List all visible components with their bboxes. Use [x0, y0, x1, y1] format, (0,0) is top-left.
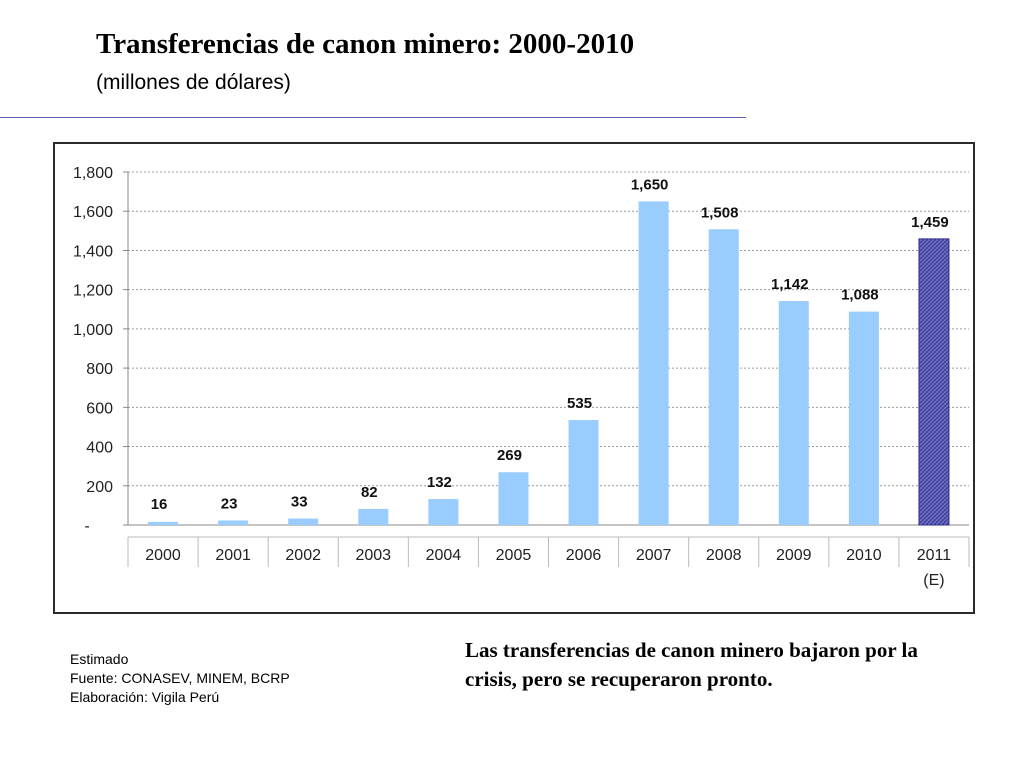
data-label-2007: 1,650 — [631, 176, 669, 193]
x-tick-sublabel-2011: (E) — [923, 572, 944, 589]
x-tick-label-2007: 2007 — [636, 547, 672, 564]
chart-title: Transferencias de canon minero: 2000-201… — [96, 28, 635, 60]
title-divider — [0, 117, 746, 118]
bar-2007 — [638, 201, 669, 525]
bar-2004 — [428, 499, 459, 525]
bar-2001 — [218, 520, 249, 525]
grid-lines — [128, 171, 969, 487]
x-tick-label-2005: 2005 — [496, 547, 532, 564]
x-tick-label-2002: 2002 — [285, 547, 321, 564]
y-tick-label: 400 — [86, 440, 113, 457]
bar-2000 — [148, 521, 179, 525]
axes: - 200 400 600 800 1,000 1,200 1,400 1,600 1,800 20… — [73, 165, 970, 589]
x-tick-label-2011: 2011 — [917, 547, 952, 564]
bar-2005 — [498, 472, 529, 525]
source-notes: Estimado Fuente: CONASEV, MINEM, BCRP El… — [70, 650, 290, 707]
chart-frame: - 200 400 600 800 1,000 1,200 1,400 1,600 1,800 20… — [53, 142, 975, 614]
x-tick-label-2006: 2006 — [566, 547, 602, 564]
note-source: Fuente: CONASEV, MINEM, BCRP — [70, 670, 290, 686]
data-label-2004: 132 — [427, 474, 452, 491]
bar-2010 — [848, 311, 879, 525]
y-tick-label: 1,400 — [73, 243, 113, 260]
x-tick-label-2003: 2003 — [355, 547, 391, 564]
y-tick-label: 1,800 — [73, 165, 113, 182]
x-tick-label-2009: 2009 — [776, 547, 812, 564]
data-label-2003: 82 — [361, 484, 378, 501]
note-estimated: Estimado — [70, 651, 129, 667]
x-tick-label-2004: 2004 — [426, 547, 462, 564]
y-tick-label: 1,000 — [73, 322, 113, 339]
data-label-2010: 1,088 — [841, 287, 879, 304]
data-label-2000: 16 — [151, 496, 168, 513]
note-author: Elaboración: Vigila Perú — [70, 689, 220, 705]
commentary-text: Las transferencias de canon minero bajar… — [465, 638, 918, 691]
x-tick-label-2008: 2008 — [706, 547, 742, 564]
chart-subtitle: (millones de dólares) — [96, 71, 291, 94]
y-tick-label: 1,600 — [73, 204, 113, 221]
x-tick-label-2001: 2001 — [215, 547, 251, 564]
bar-2006 — [568, 420, 599, 525]
bar-2011 — [918, 238, 950, 526]
data-label-2009: 1,142 — [771, 276, 809, 293]
data-label-2011: 1,459 — [911, 214, 949, 231]
y-tick-label: - — [84, 518, 89, 535]
bars — [148, 201, 950, 526]
bar-2003 — [358, 508, 389, 525]
bar-2002 — [288, 518, 319, 525]
bar-chart: - 200 400 600 800 1,000 1,200 1,400 1,600 1,800 20… — [73, 165, 970, 589]
y-tick-label: 800 — [86, 361, 113, 378]
data-label-2008: 1,508 — [701, 204, 739, 221]
data-label-2001: 23 — [221, 495, 238, 512]
y-tick-label: 200 — [86, 479, 113, 496]
bar-2009 — [778, 301, 809, 525]
y-tick-label: 1,200 — [73, 283, 113, 300]
bar-2008 — [708, 229, 739, 525]
x-tick-label-2010: 2010 — [846, 547, 882, 564]
data-label-2002: 33 — [291, 494, 308, 511]
data-labels: 16 23 33 82 132 269 535 1,650 1,508 1,142 1,088 1,4… — [151, 176, 949, 513]
data-label-2005: 269 — [497, 447, 522, 464]
data-label-2006: 535 — [567, 395, 592, 412]
x-tick-label-2000: 2000 — [145, 547, 181, 564]
y-tick-label: 600 — [86, 400, 113, 417]
